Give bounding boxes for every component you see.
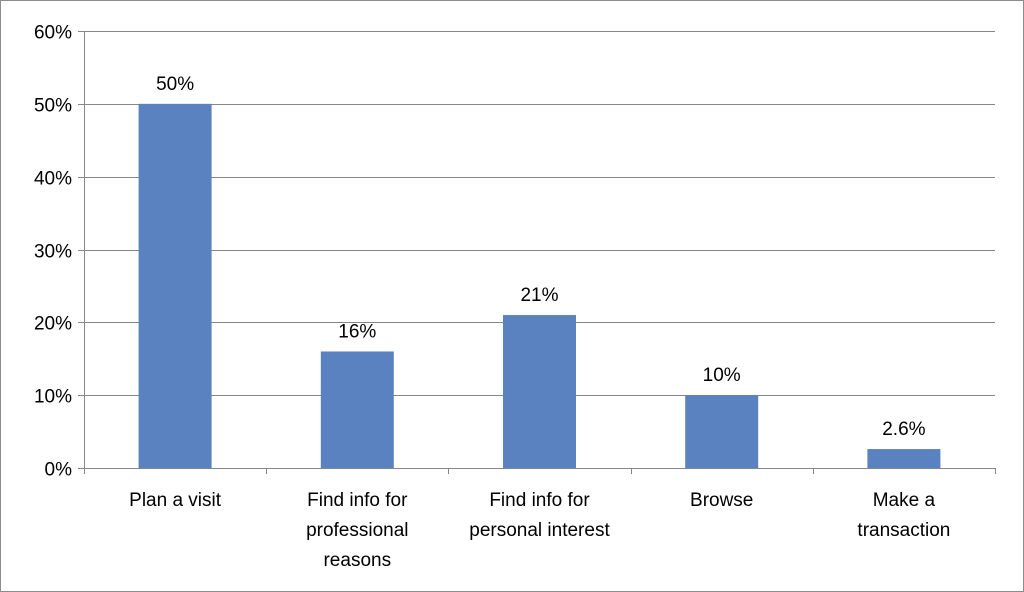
x-category-label: Make a transaction <box>857 490 950 541</box>
y-tick-label: 20% <box>34 314 72 335</box>
data-label: 21% <box>520 285 558 306</box>
bars <box>138 103 941 468</box>
data-label: 16% <box>338 321 376 342</box>
y-tick-label: 60% <box>34 23 72 44</box>
data-label: 50% <box>156 74 194 95</box>
x-category-label: Browse <box>690 490 753 511</box>
x-category-label-line: Make a <box>873 490 936 511</box>
gridlines <box>84 31 995 396</box>
x-category-label-line: Find info for <box>307 490 408 511</box>
y-tick-label: 0% <box>45 460 73 481</box>
x-category-label: Find info for professional reasons <box>306 490 408 571</box>
bar <box>320 351 394 468</box>
x-category-label: Plan a visit <box>129 490 222 511</box>
data-label: 2.6% <box>882 419 925 440</box>
x-category-label-line: Browse <box>690 490 753 511</box>
category-labels: Plan a visit Find info for professional rea… <box>129 490 950 571</box>
data-label: 10% <box>703 365 741 386</box>
bar <box>867 449 941 468</box>
bar <box>503 315 576 468</box>
y-tick-label: 40% <box>34 169 72 190</box>
x-category-label-line: Plan a visit <box>129 490 222 511</box>
y-tick-label: 50% <box>34 96 72 117</box>
x-category-label-line: reasons <box>323 550 391 571</box>
x-category-label: Find info for personal interest <box>469 490 610 541</box>
data-labels: 50% 16% 21% 10% 2.6% <box>156 74 926 440</box>
bar <box>685 395 759 468</box>
axes <box>78 31 996 474</box>
y-tick-label: 30% <box>34 242 72 263</box>
bar <box>138 103 212 468</box>
y-tick-labels: 0% 10% 20% 30% 40% 50% 60% <box>34 23 72 481</box>
x-category-label-line: transaction <box>857 520 950 541</box>
y-tick-label: 10% <box>34 387 72 408</box>
x-category-label-line: Find info for <box>489 490 590 511</box>
x-category-label-line: personal interest <box>469 520 610 541</box>
x-category-label-line: professional <box>306 520 408 541</box>
